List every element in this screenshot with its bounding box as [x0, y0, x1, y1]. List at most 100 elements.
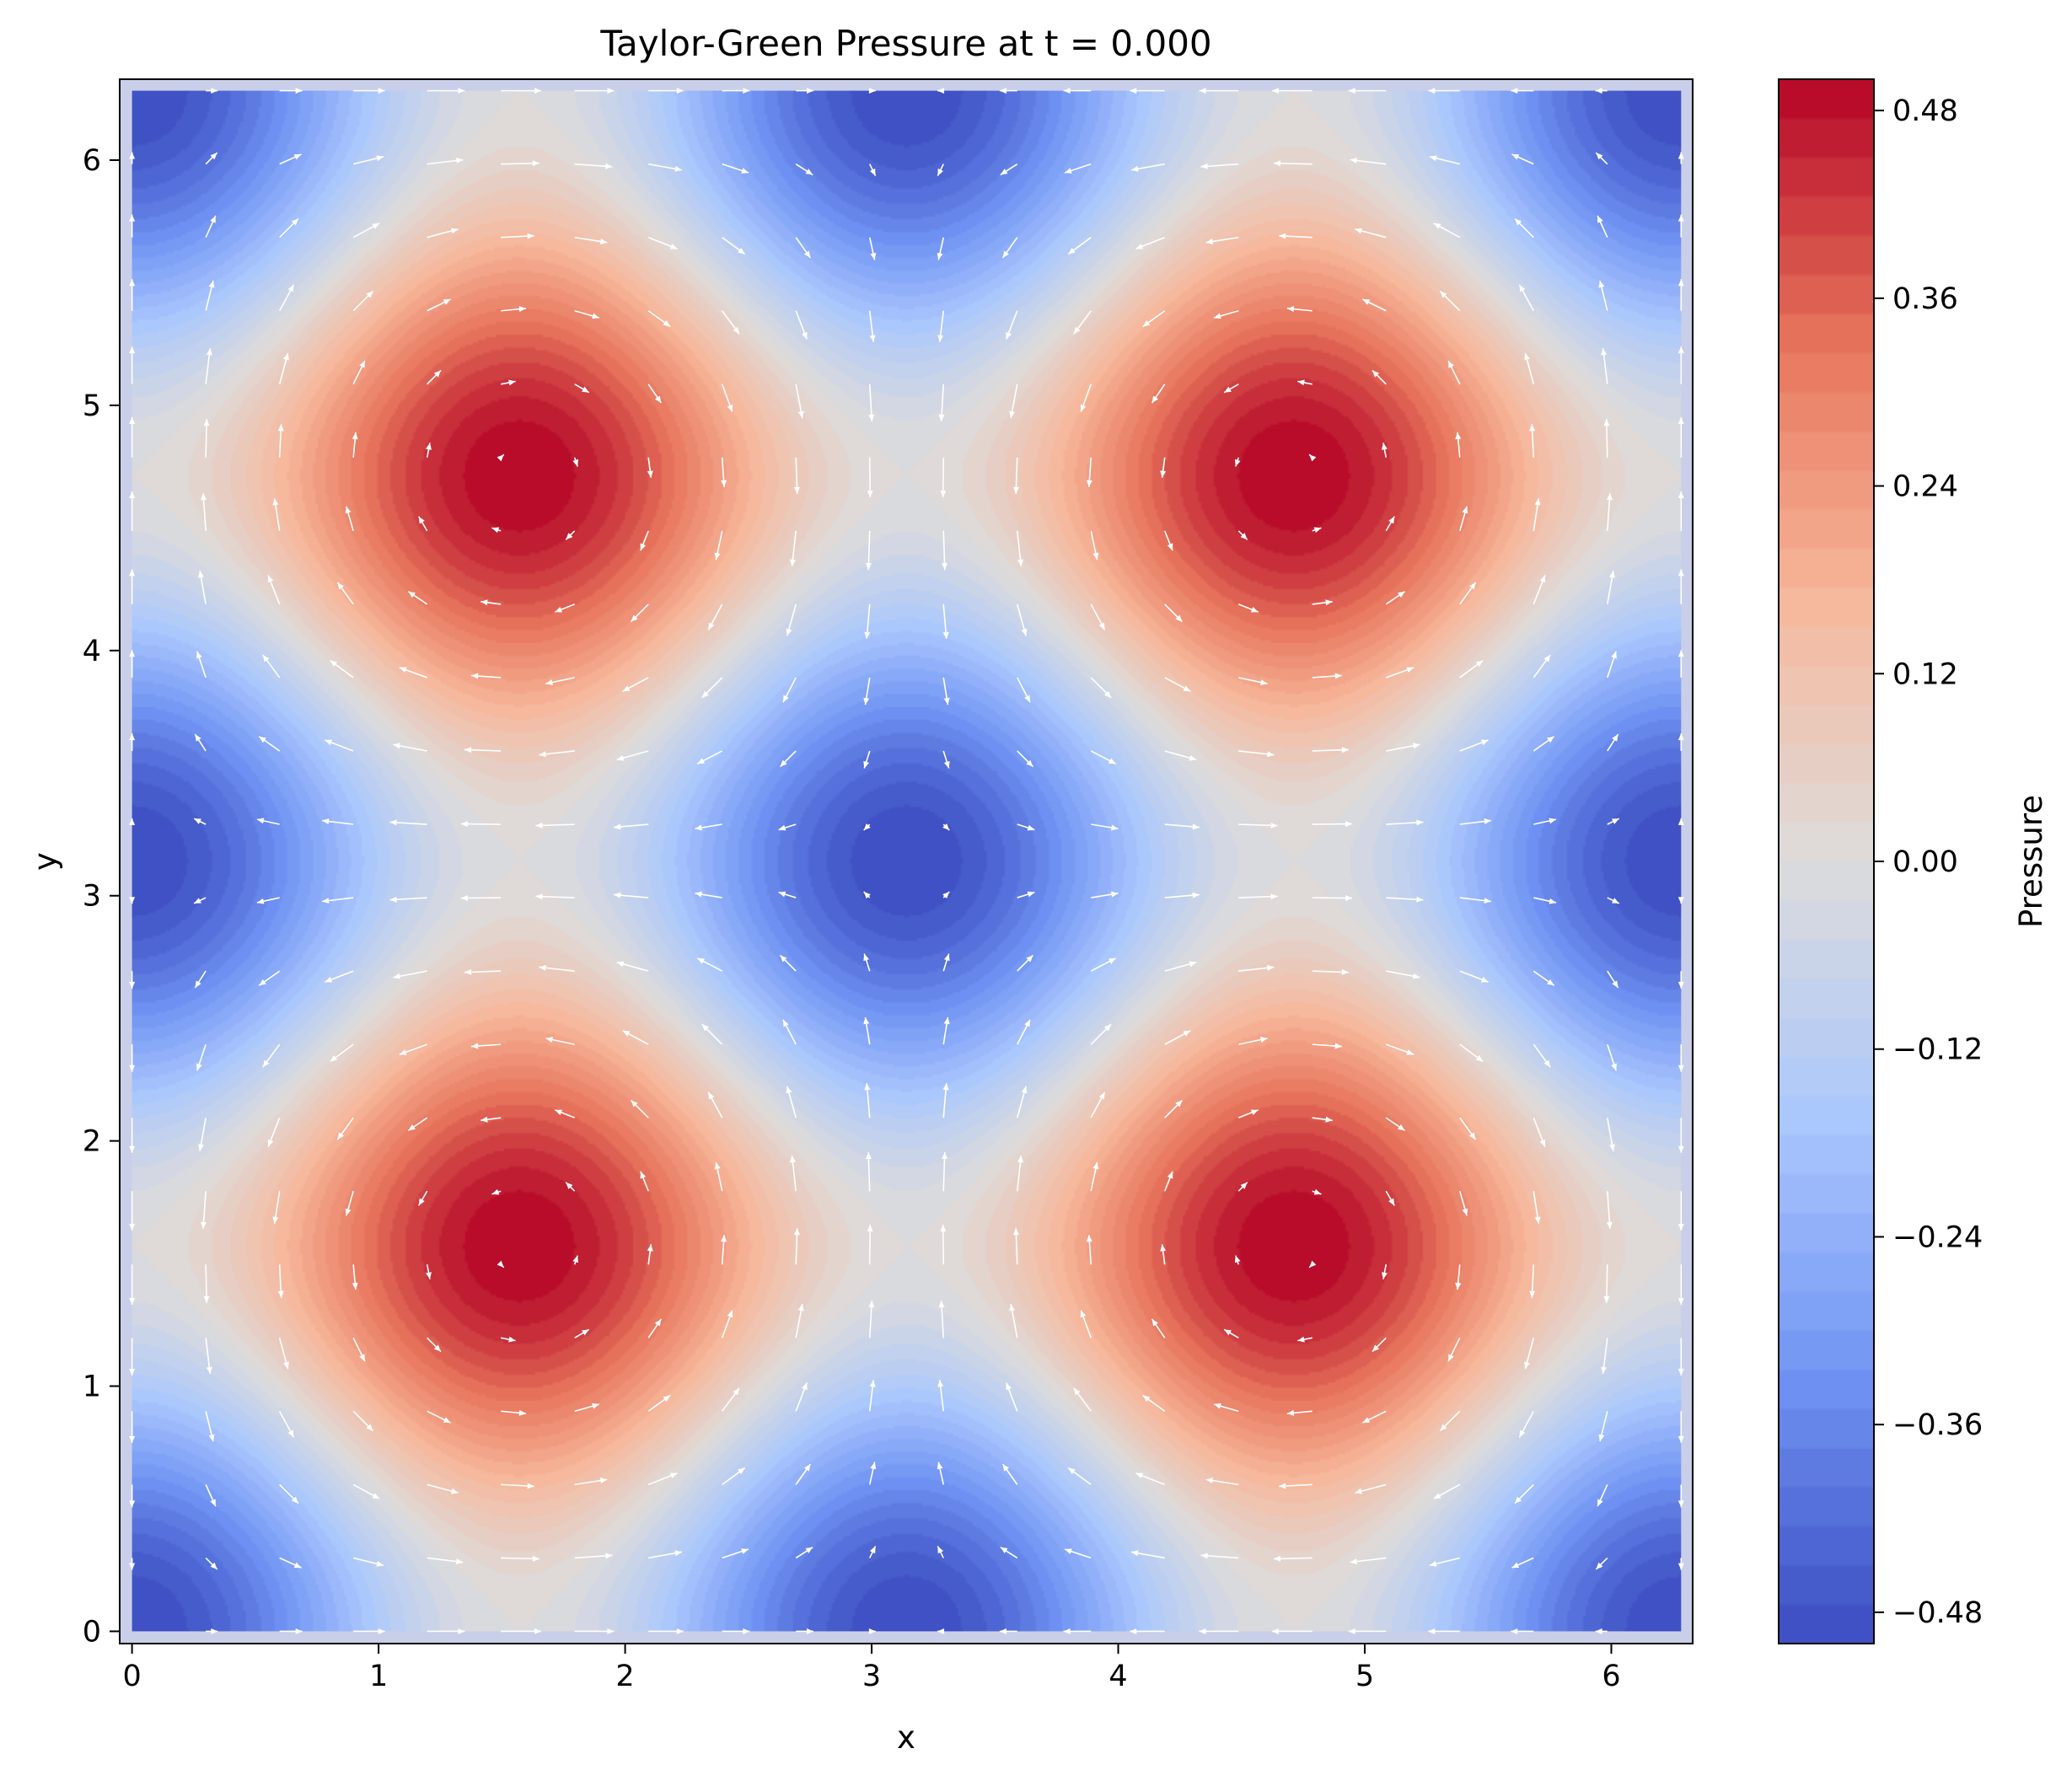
velocity-arrowhead	[1279, 233, 1286, 239]
velocity-arrowhead	[663, 319, 671, 327]
velocity-arrowhead	[1240, 1182, 1248, 1189]
velocity-arrowhead	[129, 491, 136, 499]
velocity-arrowhead	[1596, 1562, 1603, 1569]
colorbar-tick-label: 0.36	[1892, 282, 1958, 316]
velocity-arrowhead	[418, 1198, 425, 1206]
velocity-arrowhead	[1167, 1171, 1173, 1179]
velocity-arrowhead	[789, 1156, 796, 1163]
velocity-arrowhead	[518, 1409, 527, 1416]
velocity-arrowhead	[1108, 758, 1116, 764]
velocity-arrowhead	[210, 1562, 217, 1569]
velocity-arrowhead	[1073, 326, 1081, 335]
velocity-arrowhead	[491, 527, 500, 534]
velocity-arrowhead	[778, 891, 786, 898]
velocity-arrowhead	[1205, 1478, 1214, 1484]
velocity-quiver	[129, 88, 1684, 1634]
velocity-arrowhead	[733, 326, 740, 335]
velocity-arrowhead	[566, 1182, 573, 1189]
velocity-arrowhead	[1462, 1208, 1468, 1216]
x-axis-label: x	[897, 1719, 915, 1756]
velocity-arrowhead	[426, 442, 432, 450]
velocity-arrowhead	[741, 168, 749, 174]
velocity-arrowhead	[937, 88, 945, 94]
plot-frame	[119, 78, 1694, 1644]
velocity-arrowhead	[863, 697, 870, 705]
velocity-arrowhead	[1677, 1145, 1684, 1153]
velocity-arrowhead	[863, 1016, 870, 1025]
velocity-arrowhead	[708, 1092, 715, 1100]
velocity-arrowhead	[359, 1354, 365, 1362]
velocity-arrowhead	[194, 818, 201, 824]
velocity-arrowhead	[669, 244, 678, 249]
velocity-arrowhead	[865, 563, 872, 571]
velocity-arrowhead	[272, 498, 279, 506]
velocity-arrowhead	[937, 1462, 943, 1470]
velocity-arrowhead	[1677, 569, 1684, 577]
velocity-arrowhead	[727, 1310, 733, 1318]
velocity-arrowhead	[1429, 1560, 1437, 1567]
velocity-arrowhead	[714, 552, 721, 560]
velocity-arrowhead	[1092, 552, 1099, 560]
velocity-arrowhead	[555, 1109, 563, 1116]
colorbar-tick-label: −0.24	[1892, 1220, 1983, 1254]
velocity-arrowhead	[1151, 1318, 1158, 1327]
y-tick-label: 1	[83, 1370, 101, 1404]
colorbar-tick-label: −0.36	[1892, 1408, 1983, 1442]
velocity-arrowhead	[325, 739, 333, 746]
velocity-arrowhead	[1511, 153, 1520, 160]
velocity-arrowhead	[1534, 498, 1541, 506]
velocity-arrowhead	[695, 891, 702, 898]
velocity-arrowhead	[1274, 160, 1281, 167]
velocity-arrowhead	[1484, 898, 1491, 904]
velocity-arrowhead	[352, 1282, 358, 1290]
velocity-arrowhead	[1677, 1368, 1684, 1376]
velocity-arrowhead	[1260, 679, 1268, 685]
colorbar: 0.48 0.36 0.24 0.12 0.00 −0.12 −0.24 −0.36 −0.48…	[1778, 78, 2049, 1644]
velocity-arrowhead	[1597, 215, 1603, 223]
velocity-arrowhead	[1006, 331, 1012, 340]
velocity-arrowhead	[733, 1387, 740, 1396]
velocity-arrowhead	[870, 1462, 877, 1470]
velocity-arrowhead	[743, 1628, 750, 1634]
velocity-arrowhead	[259, 979, 266, 986]
velocity-arrowhead	[426, 1272, 432, 1279]
velocity-arrowhead	[129, 1145, 136, 1153]
velocity-arrowhead	[1012, 486, 1019, 494]
velocity-arrowhead	[1469, 1132, 1476, 1140]
velocity-arrowhead	[330, 1054, 338, 1062]
velocity-arrowhead	[1428, 1628, 1436, 1634]
velocity-arrowhead	[1677, 346, 1684, 354]
velocity-arrowhead	[864, 631, 871, 640]
colorbar-tick-label: 0.24	[1892, 470, 1958, 504]
velocity-arrowhead	[942, 823, 950, 831]
velocity-arrowhead	[195, 980, 201, 988]
velocity-arrowhead	[497, 1260, 504, 1268]
velocity-arrowhead	[345, 1208, 352, 1216]
velocity-arrowhead	[359, 360, 365, 368]
velocity-arrowhead	[640, 543, 647, 551]
velocity-arrowhead	[295, 1628, 303, 1634]
velocity-arrowhead	[1098, 622, 1105, 630]
velocity-arrowhead	[1529, 1290, 1536, 1298]
velocity-arrowhead	[1192, 823, 1200, 830]
velocity-arrowhead	[1677, 279, 1684, 287]
velocity-arrowhead	[1596, 153, 1603, 160]
velocity-arrowhead	[1543, 1059, 1551, 1068]
velocity-arrowhead	[1677, 1224, 1684, 1231]
velocity-arrowhead	[1200, 163, 1208, 169]
velocity-arrowhead	[283, 1361, 289, 1370]
velocity-arrowhead	[1012, 1228, 1019, 1236]
x-tick-label: 1	[369, 1660, 388, 1693]
velocity-arrowhead	[1286, 306, 1295, 313]
velocity-arrowhead	[1677, 818, 1684, 825]
velocity-arrowhead	[1350, 157, 1357, 164]
velocity-arrowhead	[455, 157, 464, 164]
velocity-arrowhead	[803, 250, 811, 259]
velocity-arrowhead	[389, 819, 397, 826]
velocity-arrowhead	[1065, 168, 1072, 174]
velocity-arrowhead	[1612, 898, 1619, 904]
velocity-arrowhead	[1260, 1037, 1268, 1043]
velocity-arrowhead	[1073, 1387, 1081, 1396]
x-tick-label: 4	[1108, 1660, 1127, 1693]
